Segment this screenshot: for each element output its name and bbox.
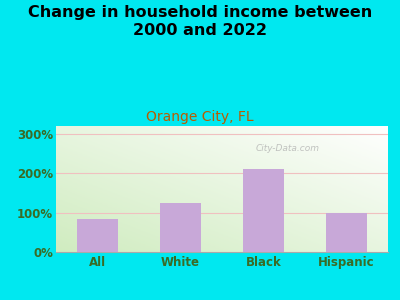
Bar xyxy=(243,169,284,252)
Text: City-Data.com: City-Data.com xyxy=(255,144,319,153)
Text: Orange City, FL: Orange City, FL xyxy=(146,110,254,124)
Bar xyxy=(326,213,367,252)
Text: Change in household income between
2000 and 2022: Change in household income between 2000 … xyxy=(28,4,372,38)
Bar xyxy=(77,218,118,252)
Bar xyxy=(160,203,201,252)
